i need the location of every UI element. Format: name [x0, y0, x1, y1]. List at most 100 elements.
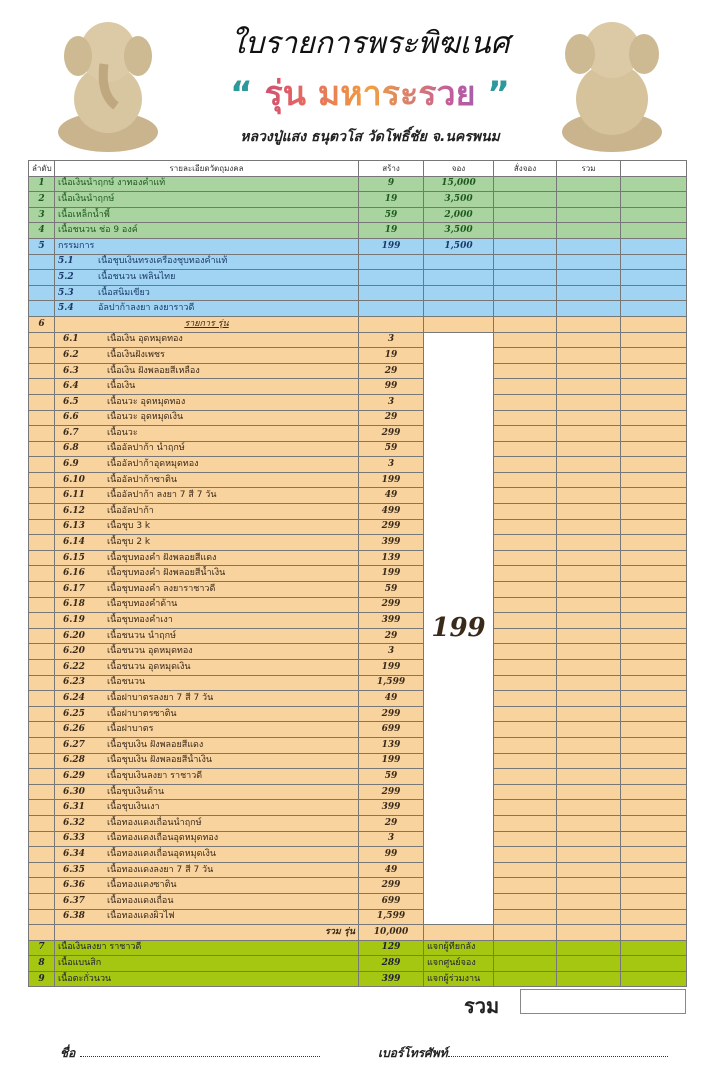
extra-cell[interactable] [620, 487, 687, 505]
extra-cell[interactable] [620, 175, 687, 193]
total-cell[interactable] [556, 752, 621, 770]
total-cell[interactable] [556, 565, 621, 583]
extra-cell[interactable] [620, 534, 687, 551]
extra-cell[interactable] [620, 206, 687, 224]
total-cell[interactable] [556, 284, 621, 302]
total-cell[interactable] [556, 627, 621, 645]
extra-cell[interactable] [620, 237, 687, 255]
total-cell[interactable] [556, 237, 621, 255]
order-cell[interactable] [493, 768, 557, 785]
total-cell[interactable] [556, 503, 621, 520]
total-cell[interactable] [556, 269, 621, 286]
order-cell[interactable] [493, 830, 557, 848]
total-cell[interactable] [556, 300, 621, 317]
extra-cell[interactable] [620, 752, 687, 770]
order-cell[interactable] [493, 456, 557, 473]
total-cell[interactable] [556, 908, 621, 926]
total-cell[interactable] [556, 471, 621, 489]
order-cell[interactable] [493, 908, 557, 926]
total-cell[interactable] [556, 612, 621, 629]
order-cell[interactable] [493, 300, 557, 317]
order-cell[interactable] [493, 705, 557, 723]
extra-cell[interactable] [620, 191, 687, 208]
order-cell[interactable] [493, 799, 557, 816]
order-cell[interactable] [493, 222, 557, 239]
extra-cell[interactable] [620, 721, 687, 738]
total-cell[interactable] [556, 378, 621, 395]
extra-cell[interactable] [620, 846, 687, 863]
order-cell[interactable] [493, 846, 557, 863]
extra-cell[interactable] [620, 643, 687, 660]
order-cell[interactable] [493, 955, 557, 972]
extra-cell[interactable] [620, 955, 687, 972]
extra-cell[interactable] [620, 939, 687, 957]
extra-cell[interactable] [620, 814, 687, 832]
order-cell[interactable] [493, 518, 557, 536]
extra-cell[interactable] [620, 612, 687, 629]
total-cell[interactable] [556, 175, 621, 193]
order-cell[interactable] [493, 331, 557, 349]
extra-cell[interactable] [620, 924, 687, 941]
total-cell[interactable] [556, 315, 621, 333]
extra-cell[interactable] [620, 471, 687, 489]
order-cell[interactable] [493, 175, 557, 193]
extra-cell[interactable] [620, 970, 687, 988]
extra-cell[interactable] [620, 659, 687, 676]
total-cell[interactable] [556, 892, 621, 910]
total-cell[interactable] [556, 830, 621, 848]
order-cell[interactable] [493, 549, 557, 567]
extra-cell[interactable] [620, 378, 687, 395]
total-cell[interactable] [556, 861, 621, 879]
order-cell[interactable] [493, 627, 557, 645]
order-cell[interactable] [493, 581, 557, 598]
total-cell[interactable] [556, 877, 621, 894]
total-cell[interactable] [556, 487, 621, 505]
order-cell[interactable] [493, 534, 557, 551]
extra-cell[interactable] [620, 518, 687, 536]
grand-total-input[interactable] [520, 989, 686, 1014]
extra-cell[interactable] [620, 456, 687, 473]
extra-cell[interactable] [620, 549, 687, 567]
order-cell[interactable] [493, 783, 557, 801]
total-cell[interactable] [556, 955, 621, 972]
total-cell[interactable] [556, 440, 621, 458]
order-cell[interactable] [493, 892, 557, 910]
total-cell[interactable] [556, 768, 621, 785]
order-cell[interactable] [493, 315, 557, 333]
total-cell[interactable] [556, 253, 621, 271]
extra-cell[interactable] [620, 565, 687, 583]
order-cell[interactable] [493, 924, 557, 941]
order-cell[interactable] [493, 565, 557, 583]
order-cell[interactable] [493, 269, 557, 286]
extra-cell[interactable] [620, 736, 687, 754]
extra-cell[interactable] [620, 581, 687, 598]
extra-cell[interactable] [620, 315, 687, 333]
total-cell[interactable] [556, 409, 621, 427]
extra-cell[interactable] [620, 425, 687, 442]
order-cell[interactable] [493, 721, 557, 738]
extra-cell[interactable] [620, 596, 687, 614]
order-cell[interactable] [493, 861, 557, 879]
total-cell[interactable] [556, 643, 621, 660]
extra-cell[interactable] [620, 347, 687, 364]
extra-cell[interactable] [620, 861, 687, 879]
order-cell[interactable] [493, 362, 557, 380]
total-cell[interactable] [556, 393, 621, 411]
extra-cell[interactable] [620, 799, 687, 816]
total-cell[interactable] [556, 659, 621, 676]
extra-cell[interactable] [620, 300, 687, 317]
name-field[interactable]: ชื่อ [60, 1044, 320, 1063]
extra-cell[interactable] [620, 674, 687, 692]
extra-cell[interactable] [620, 892, 687, 910]
extra-cell[interactable] [620, 362, 687, 380]
order-cell[interactable] [493, 877, 557, 894]
extra-cell[interactable] [620, 253, 687, 271]
order-cell[interactable] [493, 206, 557, 224]
total-cell[interactable] [556, 206, 621, 224]
total-cell[interactable] [556, 331, 621, 349]
total-cell[interactable] [556, 924, 621, 941]
extra-cell[interactable] [620, 908, 687, 926]
extra-cell[interactable] [620, 705, 687, 723]
total-cell[interactable] [556, 690, 621, 707]
order-cell[interactable] [493, 471, 557, 489]
